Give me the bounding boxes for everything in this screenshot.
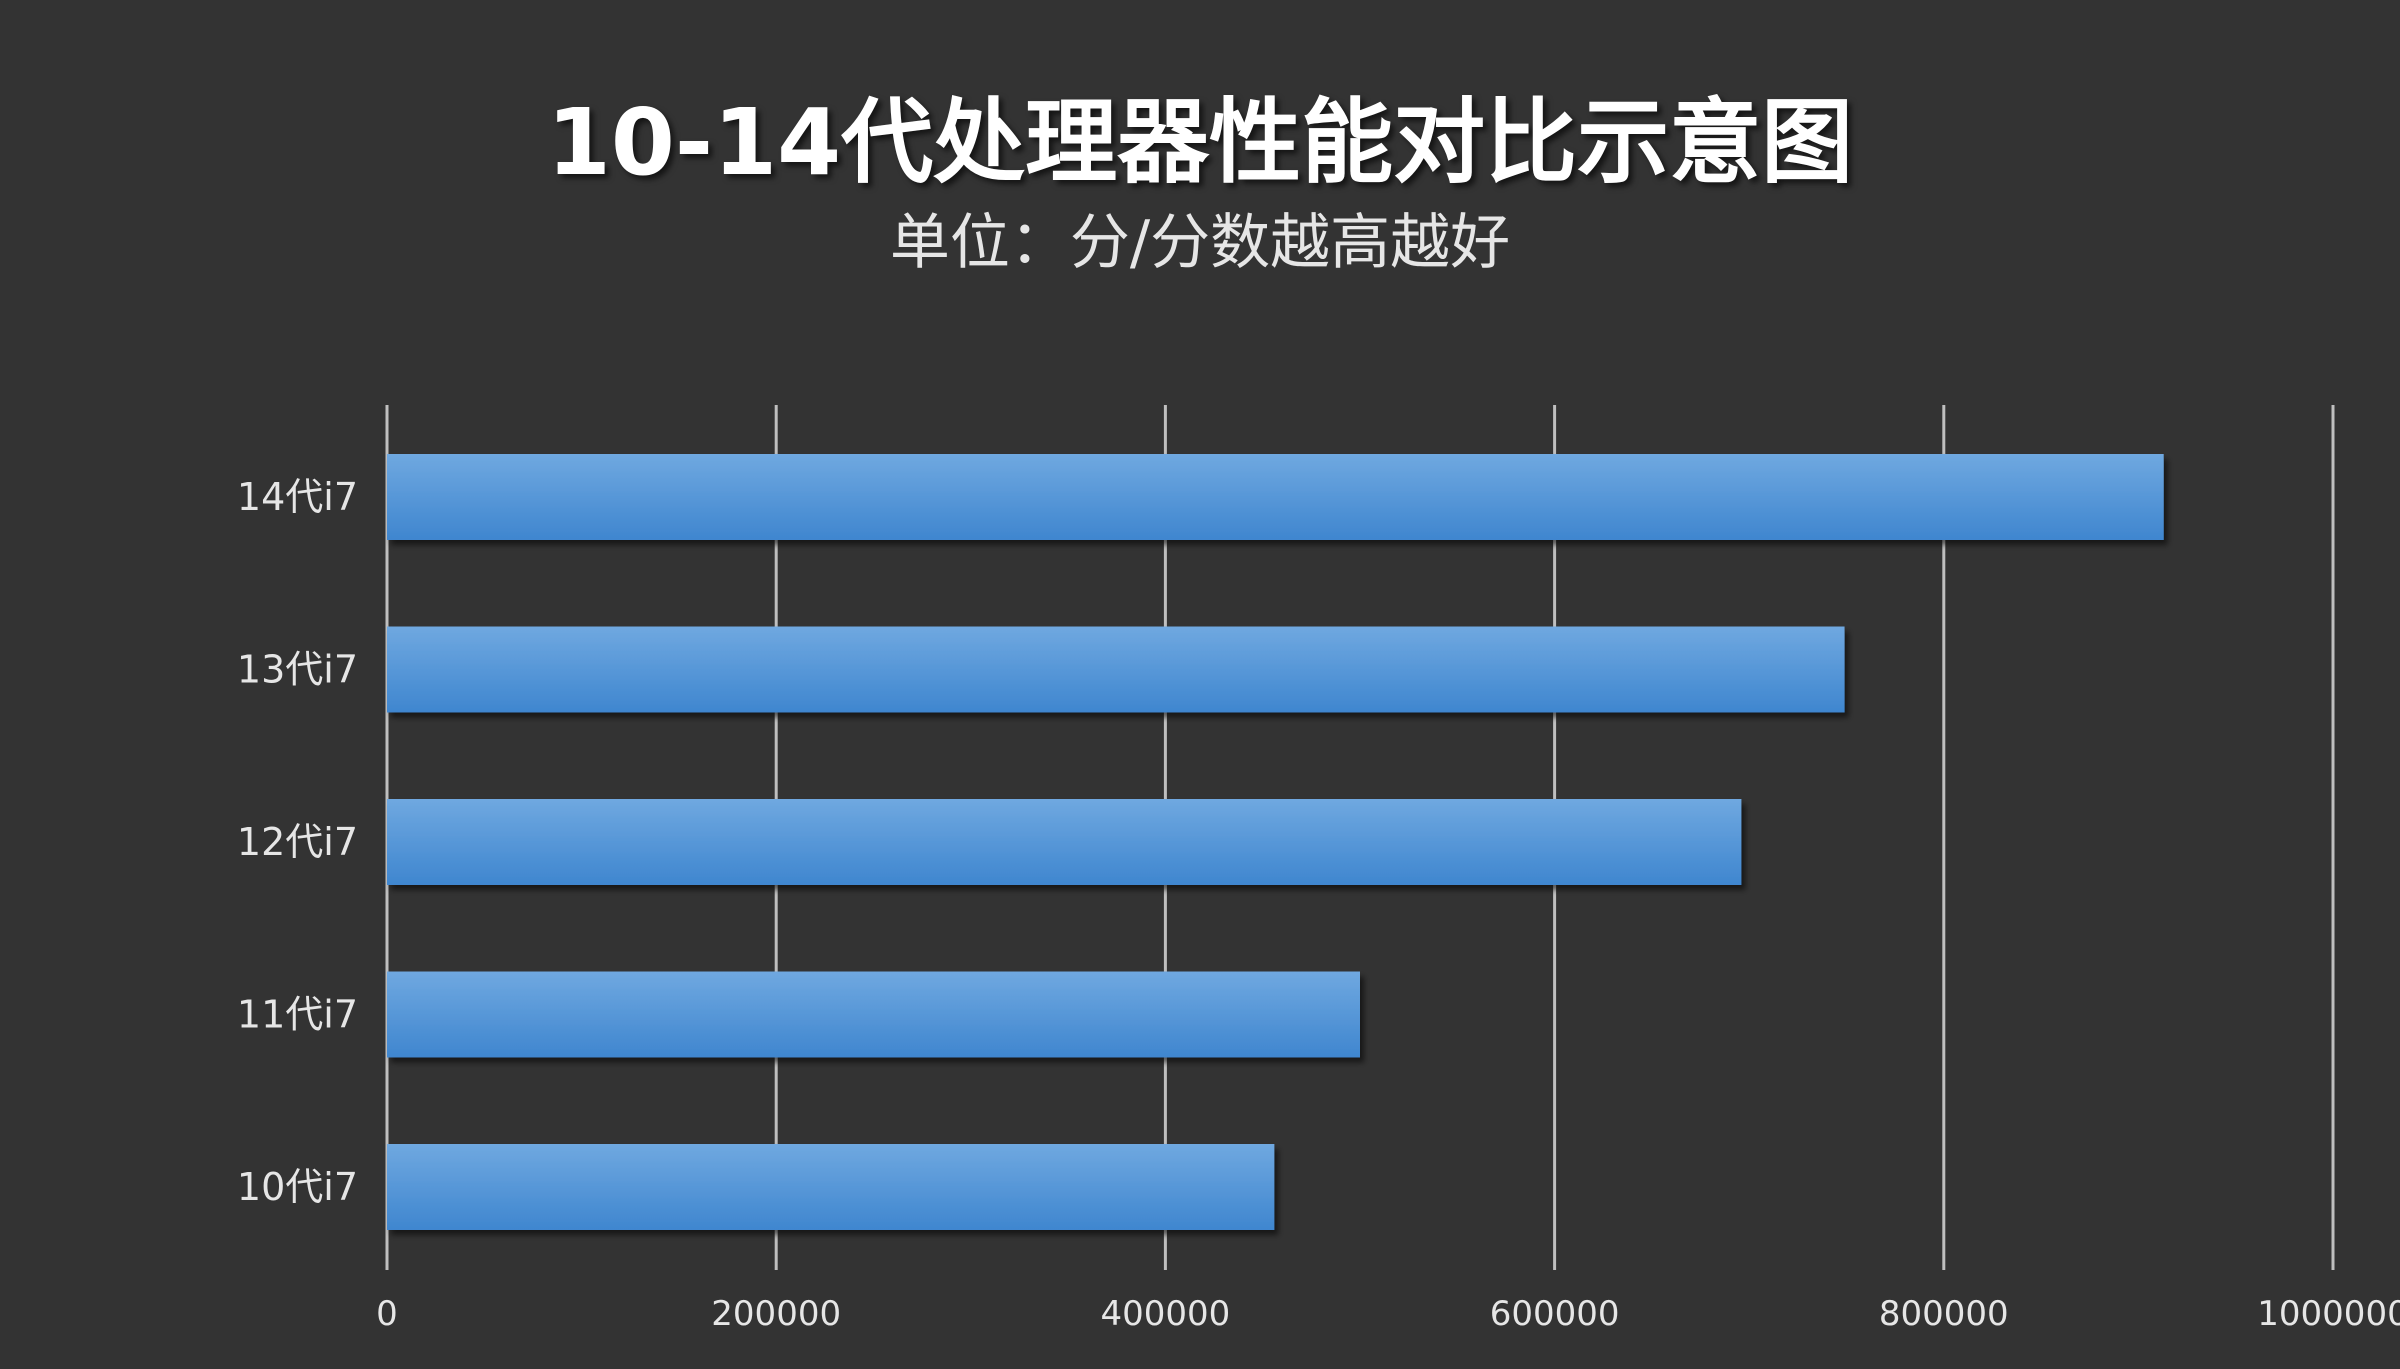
chart-subtitle: 单位：分/分数越高越好 — [889, 208, 1511, 278]
x-tick-label: 0 — [376, 1294, 398, 1334]
x-tick-label: 200000 — [711, 1294, 841, 1334]
bar — [387, 626, 1845, 713]
category-label: 14代i7 — [237, 475, 358, 519]
category-label: 11代i7 — [237, 993, 358, 1037]
bars — [387, 454, 2164, 1230]
x-tick-label: 400000 — [1101, 1294, 1231, 1334]
x-tick-labels: 0 200000 400000 600000 800000 1000000 — [376, 1294, 2400, 1334]
bar — [387, 454, 2164, 540]
category-label: 12代i7 — [237, 820, 358, 864]
bar — [387, 1144, 1275, 1230]
bar — [387, 799, 1742, 885]
x-tick-label: 1000000 — [2257, 1294, 2400, 1334]
category-labels: 14代i7 13代i7 12代i7 11代i7 10代i7 — [237, 475, 358, 1209]
x-tick-label: 800000 — [1879, 1294, 2009, 1334]
category-label: 13代i7 — [237, 648, 358, 692]
x-tick-label: 600000 — [1490, 1294, 1620, 1334]
category-label: 10代i7 — [237, 1165, 358, 1209]
chart-title: 10-14代处理器性能对比示意图 — [546, 89, 1854, 196]
bar — [387, 971, 1360, 1058]
